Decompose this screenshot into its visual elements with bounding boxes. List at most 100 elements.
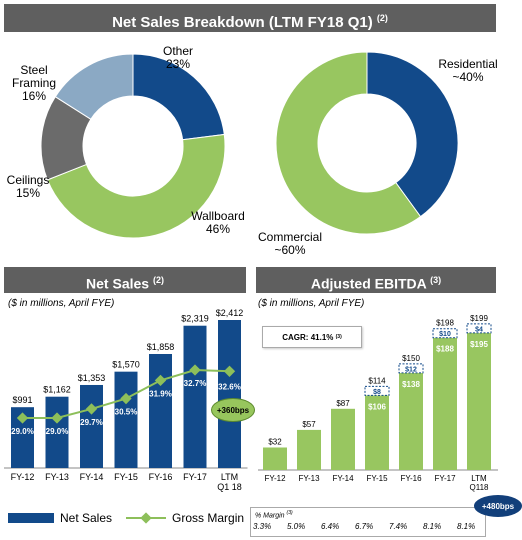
ebitda-bar-increment-3	[364, 385, 390, 396]
product-donut-label-3-line-0: Steel	[20, 63, 47, 77]
net-sales-banner: Net Sales (2)	[4, 267, 246, 293]
ebitda-total-label-2: $87	[336, 399, 350, 408]
gross-margin-label-0: 29.0%	[11, 427, 34, 436]
margin-value-1: 5.0%	[287, 522, 306, 531]
gross-margin-point-5	[189, 364, 201, 376]
net-sales-bar-1	[45, 396, 69, 468]
net-sales-subtitle: ($ in millions, April FYE)	[8, 298, 115, 309]
gross-margin-label-5: 32.7%	[184, 379, 207, 388]
ebitda-bps-badge: +480bps	[474, 495, 522, 517]
ebitda-increment-label-3: $8	[373, 389, 381, 396]
legend-net-sales-swatch	[8, 513, 54, 523]
legend-gross-margin-swatch	[126, 512, 167, 524]
net-sales-bar-4	[149, 353, 172, 468]
net-sales-bar-3	[114, 371, 138, 468]
margin-box: % Margin (3) 3.3% 5.0% 6.4% 6.7% 7.4% 8.1% 8.1…	[250, 507, 486, 537]
ebitda-cat-1: FY-13	[298, 474, 320, 483]
net-sales-value-label-4: $1,858	[147, 342, 175, 352]
gross-margin-point-4	[154, 374, 167, 387]
ebitda-bar-base-5	[433, 337, 457, 470]
net-sales-title: Net Sales	[86, 275, 150, 292]
ebitda-bar-base-0	[263, 447, 287, 470]
net-sales-bar-0	[11, 407, 34, 468]
net-sales-cat-2: FY-14	[80, 472, 104, 482]
ebitda-bar-increment-4	[398, 363, 424, 374]
margin-title-note: (3)	[286, 510, 293, 516]
ebitda-base-label-3: $106	[368, 402, 386, 411]
gross-margin-point-1	[51, 412, 63, 424]
ebitda-total-label-0: $32	[268, 437, 282, 446]
segment-donut-slice-1	[275, 51, 422, 235]
ebitda-cat-3: FY-15	[366, 474, 388, 483]
net-sales-value-label-2: $1,353	[78, 373, 106, 383]
net-sales-cat-0: FY-12	[11, 472, 35, 482]
ebitda-bar-base-1	[297, 429, 321, 470]
ebitda-total-label-6: $199	[470, 314, 488, 323]
margin-value-4: 7.4%	[389, 522, 408, 531]
ebitda-bar-base-6	[467, 332, 491, 470]
ebitda-note: (3)	[430, 275, 442, 285]
ebitda-bar-base-3	[365, 395, 389, 470]
cagr-box: CAGR: 41.1% (3)	[262, 326, 362, 348]
product-donut-slice-1	[46, 133, 226, 239]
gross-margin-label-6: 32.6%	[218, 382, 241, 391]
gross-margin-point-6	[223, 365, 236, 377]
gross-margin-label-1: 29.0%	[46, 427, 69, 436]
legend: Net Sales Gross Margin	[8, 511, 244, 525]
product-donut-label-1-line-0: Wallboard	[191, 209, 245, 223]
net-sales-cat-3: FY-15	[114, 472, 138, 482]
top-banner-title: Net Sales Breakdown (LTM FY18 Q1)	[112, 14, 373, 31]
gross-margin-label-2: 29.7%	[80, 418, 103, 427]
net-sales-value-label-5: $2,319	[181, 314, 209, 324]
product-donut-label-0-line-0: Other	[163, 44, 193, 58]
net-sales-note: (2)	[152, 275, 164, 285]
net-sales-bar-6	[218, 320, 241, 468]
ebitda-increment-label-4: $12	[405, 366, 417, 373]
legend-net-sales-label: Net Sales	[60, 511, 113, 525]
ebitda-cat-4: FY-16	[400, 474, 422, 483]
product-donut-value-1: 46%	[206, 222, 230, 236]
ebitda-bar-base-2	[331, 408, 355, 470]
ebitda-subtitle: ($ in millions, April FYE)	[258, 298, 365, 309]
net-sales-bar-2	[80, 384, 103, 468]
segment-donut-value-1: ~60%	[274, 243, 305, 257]
legend-gross-margin-label: Gross Margin	[172, 511, 245, 525]
segment-donut-label-0: Residential	[438, 57, 497, 71]
ebitda-total-label-4: $150	[402, 354, 420, 363]
ebitda-title: Adjusted EBITDA	[310, 275, 427, 292]
ebitda-banner: Adjusted EBITDA (3)	[256, 267, 496, 293]
margin-title: % Margin (3)	[255, 510, 293, 519]
margin-value-2: 6.4%	[321, 522, 340, 531]
ebitda-base-label-5: $188	[436, 345, 454, 354]
gross-margin-label-3: 30.5%	[115, 408, 138, 417]
ebitda-base-label-4: $138	[402, 380, 420, 389]
ebitda-cat-6-b: Q118	[470, 483, 490, 492]
ebitda-base-label-6: $195	[470, 340, 488, 349]
ebitda-total-label-3: $114	[368, 376, 386, 385]
product-donut-value-0: 23%	[166, 57, 190, 71]
ebitda-bar-increment-6	[466, 323, 492, 334]
net-sales-value-label-6: $2,412	[216, 308, 244, 318]
net-sales-cat-4: FY-16	[149, 472, 173, 482]
margin-value-6: 8.1%	[457, 522, 476, 531]
top-banner-note: (2)	[376, 13, 388, 23]
net-sales-bps-badge: +360bps	[211, 398, 255, 422]
segment-donut-label-1: Commercial	[258, 230, 322, 244]
product-donut-label-3-line-1: Framing	[12, 76, 56, 90]
cagr-value: 41.1%	[310, 332, 334, 342]
net-sales-value-label-3: $1,570	[112, 360, 140, 370]
cagr-label: CAGR:	[282, 332, 309, 342]
net-sales-cat-6-a: LTM	[221, 472, 238, 482]
ebitda-increment-label-5: $10	[439, 331, 451, 338]
product-donut-value-2: 15%	[16, 186, 40, 200]
top-banner: Net Sales Breakdown (LTM FY18 Q1) (2)	[4, 4, 496, 32]
net-sales-value-label-0: $991	[12, 395, 32, 405]
ebitda-increment-label-6: $4	[475, 326, 483, 333]
margin-title-text: % Margin	[255, 512, 285, 520]
cagr-note: (3)	[335, 334, 342, 340]
margin-value-3: 6.7%	[355, 522, 374, 531]
segment-donut-value-0: ~40%	[452, 70, 483, 84]
product-donut-slice-3	[54, 53, 134, 120]
net-sales-cat-6-b: Q1 18	[217, 482, 242, 492]
